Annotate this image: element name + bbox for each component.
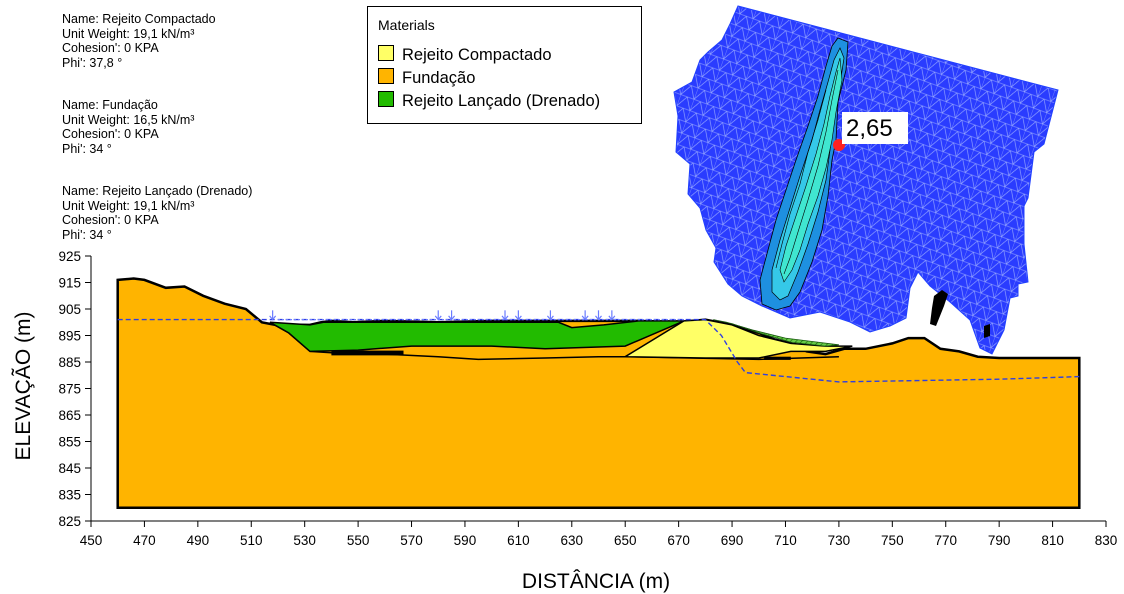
load-arrow-head xyxy=(501,315,509,321)
x-tick-label: 750 xyxy=(881,533,904,548)
y-tick-label: 825 xyxy=(58,514,81,529)
x-tick-label: 470 xyxy=(133,533,156,548)
grid-dark-spot xyxy=(930,290,948,326)
grid-dark-spot xyxy=(984,324,990,338)
drain-strip xyxy=(764,356,791,360)
load-arrow xyxy=(434,310,442,321)
y-tick-label: 905 xyxy=(58,302,81,317)
load-arrow-head xyxy=(595,315,602,321)
y-tick-label: 885 xyxy=(58,355,81,370)
material-name: Name: Fundação xyxy=(62,98,158,112)
x-tick-label: 830 xyxy=(1095,533,1118,548)
legend-swatch xyxy=(378,91,394,107)
load-arrow-head xyxy=(448,315,456,321)
y-tick-label: 835 xyxy=(58,488,81,503)
x-tick-label: 490 xyxy=(187,533,210,548)
slip-surface-grid: 2,65 xyxy=(673,5,1059,355)
x-tick-label: 550 xyxy=(347,533,370,548)
legend-label: Rejeito Lançado (Drenado) xyxy=(402,92,601,110)
x-tick-label: 770 xyxy=(934,533,957,548)
load-arrow-head xyxy=(434,315,442,321)
legend-item-fundacao: Fundação xyxy=(378,68,475,88)
x-tick-label: 510 xyxy=(240,533,263,548)
load-arrow xyxy=(269,310,277,321)
load-arrow xyxy=(501,310,509,321)
phreatic-line xyxy=(117,318,1080,383)
y-tick-label: 915 xyxy=(58,276,81,291)
legend-swatch xyxy=(378,45,394,61)
y-tick-label: 925 xyxy=(58,249,81,264)
drain-strip xyxy=(331,350,404,356)
load-arrow xyxy=(546,310,554,321)
x-tick-label: 710 xyxy=(774,533,797,548)
contour-line xyxy=(775,89,827,269)
x-tick-label: 730 xyxy=(828,533,851,548)
y-tick-label: 865 xyxy=(58,408,81,423)
load-arrow xyxy=(448,310,456,321)
materials-legend: Materials Rejeito Compactado Fundação Re… xyxy=(367,6,642,124)
material-cohesion: Cohesion': 0 KPA xyxy=(62,127,159,141)
material-cohesion: Cohesion': 0 KPA xyxy=(62,41,159,55)
x-tick-label: 690 xyxy=(721,533,744,548)
hatched-strip xyxy=(713,319,839,347)
x-tick-label: 530 xyxy=(293,533,316,548)
load-arrow xyxy=(514,310,522,321)
soil-layers xyxy=(116,277,1081,510)
fos-label-background xyxy=(842,112,908,144)
legend-label: Fundação xyxy=(402,69,476,87)
y-tick-label: 875 xyxy=(58,382,81,397)
x-tick-label: 790 xyxy=(988,533,1011,548)
material-unit-weight: Unit Weight: 19,1 kN/m³ xyxy=(62,198,195,213)
x-tick-label: 670 xyxy=(667,533,690,548)
load-arrow-head xyxy=(514,315,522,321)
x-tick-label: 450 xyxy=(80,533,103,548)
material-info-rejeito-compactado: Name: Rejeito Compactado Unit Weight: 19… xyxy=(62,12,216,70)
load-arrow-head xyxy=(546,315,554,321)
material-info-fundacao: Name: Fundação Unit Weight: 16,5 kN/m³ C… xyxy=(62,98,194,156)
material-phi: Phi': 37,8 ° xyxy=(62,55,123,70)
load-arrow xyxy=(608,310,616,321)
legend-label: Rejeito Compactado xyxy=(402,46,552,64)
material-unit-weight: Unit Weight: 16,5 kN/m³ xyxy=(62,112,195,127)
load-arrow xyxy=(581,310,589,321)
x-tick-label: 810 xyxy=(1041,533,1064,548)
load-arrow-head xyxy=(269,315,277,321)
x-axis-label: DISTÂNCIA (m) xyxy=(522,570,670,593)
factor-of-safety-label: 2,65 xyxy=(846,115,893,142)
x-tick-label: 650 xyxy=(614,533,637,548)
x-tick-label: 630 xyxy=(561,533,584,548)
material-unit-weight: Unit Weight: 19,1 kN/m³ xyxy=(62,26,195,41)
x-tick-label: 590 xyxy=(454,533,477,548)
legend-item-rejeito-lancado: Rejeito Lançado (Drenado) xyxy=(378,91,600,111)
y-tick-label: 845 xyxy=(58,461,81,476)
tailings-layer xyxy=(269,320,685,353)
material-cohesion: Cohesion': 0 KPA xyxy=(62,213,159,227)
material-phi: Phi': 34 ° xyxy=(62,227,112,242)
y-axis-label: ELEVAÇÃO (m) xyxy=(11,312,35,461)
axes: 450 470 490 510 530 550 570 590 610 630 650 670 690 7… xyxy=(58,249,1117,548)
y-tick-label: 855 xyxy=(58,435,81,450)
material-phi: Phi': 34 ° xyxy=(62,141,112,156)
grid-mesh-area xyxy=(673,5,1059,355)
load-arrow-head xyxy=(581,315,589,321)
legend-item-rejeito-compactado: Rejeito Compactado xyxy=(378,45,552,65)
y-tick-label: 895 xyxy=(58,329,81,344)
x-tick-label: 610 xyxy=(507,533,530,548)
contour-line xyxy=(783,69,839,275)
material-name: Name: Rejeito Compactado xyxy=(62,12,216,26)
legend-title: Materials xyxy=(378,17,435,33)
material-info-rejeito-lancado: Name: Rejeito Lançado (Drenado) Unit Wei… xyxy=(62,184,252,242)
contour-band-inner xyxy=(779,57,843,283)
x-tick-label: 570 xyxy=(400,533,423,548)
load-arrow xyxy=(595,310,602,321)
legend-swatch xyxy=(378,68,394,84)
load-arrow-head xyxy=(608,315,616,321)
material-name: Name: Rejeito Lançado (Drenado) xyxy=(62,184,253,198)
